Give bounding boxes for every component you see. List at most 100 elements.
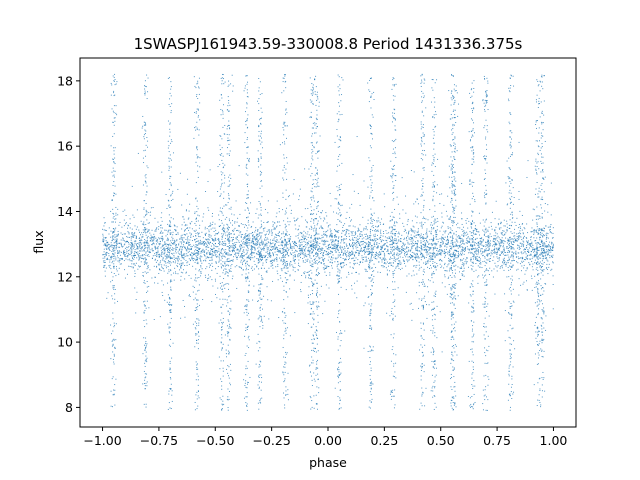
data-point: [544, 283, 546, 285]
data-point: [392, 216, 394, 218]
data-point: [524, 228, 526, 230]
data-point: [396, 246, 398, 248]
data-point: [430, 259, 432, 261]
data-point: [361, 234, 363, 236]
data-point: [102, 254, 104, 256]
data-point: [365, 236, 367, 238]
data-point: [359, 250, 361, 252]
data-point: [551, 232, 553, 234]
data-point: [155, 247, 157, 249]
data-point: [523, 227, 525, 229]
data-point: [422, 270, 424, 272]
data-point: [402, 259, 404, 261]
data-point: [509, 243, 511, 245]
data-point: [117, 260, 119, 262]
data-point: [151, 244, 153, 246]
data-point: [287, 217, 289, 219]
data-point: [399, 269, 401, 271]
data-point: [441, 265, 443, 267]
data-point: [215, 293, 216, 295]
data-point: [329, 235, 331, 237]
data-point: [186, 233, 188, 235]
data-point: [291, 249, 293, 251]
data-point: [186, 242, 188, 244]
data-point: [462, 250, 464, 252]
data-point: [388, 232, 390, 234]
data-point: [526, 267, 528, 269]
data-point: [516, 247, 518, 249]
data-point: [437, 250, 439, 252]
data-point: [331, 251, 333, 253]
data-point: [157, 263, 159, 265]
data-point: [256, 244, 258, 246]
data-point: [454, 272, 456, 274]
data-point: [398, 253, 400, 255]
data-point: [474, 239, 476, 241]
data-point: [307, 302, 309, 304]
data-point: [310, 235, 312, 237]
data-point: [161, 246, 163, 248]
data-point: [426, 317, 428, 319]
data-point: [266, 286, 268, 288]
data-point: [514, 235, 516, 237]
data-point: [365, 242, 367, 244]
data-point: [195, 229, 197, 231]
data-point: [399, 260, 401, 262]
data-point: [500, 251, 502, 253]
data-point: [217, 250, 219, 252]
data-point: [510, 247, 512, 249]
data-point: [184, 229, 186, 231]
data-point: [447, 243, 449, 245]
data-point: [416, 216, 418, 218]
data-point: [526, 250, 528, 252]
data-point: [117, 234, 119, 236]
data-point: [263, 254, 265, 256]
data-point: [206, 252, 208, 254]
data-point: [241, 244, 243, 246]
data-point: [294, 258, 296, 260]
data-point: [364, 256, 366, 258]
data-point: [119, 221, 121, 223]
data-point: [329, 261, 331, 263]
data-point: [276, 247, 278, 249]
data-point: [352, 251, 354, 253]
data-point: [398, 263, 400, 265]
data-point: [111, 236, 113, 238]
data-point: [205, 248, 207, 250]
data-point: [542, 243, 544, 245]
data-point: [401, 251, 403, 253]
data-point: [248, 265, 250, 267]
data-point: [300, 249, 302, 251]
data-point: [156, 253, 158, 255]
data-point: [147, 250, 149, 252]
data-point: [230, 233, 232, 235]
data-point: [335, 251, 337, 253]
data-point: [433, 223, 435, 225]
data-point: [466, 261, 468, 263]
data-point: [550, 249, 552, 251]
data-point: [396, 253, 398, 255]
data-point: [252, 242, 254, 244]
data-point: [543, 251, 545, 253]
data-point: [371, 254, 373, 256]
data-point: [517, 262, 519, 264]
data-point: [384, 206, 386, 208]
data-point: [440, 227, 442, 229]
data-point: [388, 253, 390, 255]
data-point: [161, 253, 163, 255]
data-point: [231, 224, 233, 226]
data-point: [438, 250, 440, 252]
data-point: [180, 263, 182, 265]
data-point: [103, 229, 105, 231]
data-point: [167, 244, 169, 246]
data-point: [472, 248, 474, 250]
data-point: [307, 271, 309, 273]
data-point: [260, 232, 262, 234]
data-point: [104, 261, 106, 263]
data-point: [213, 240, 215, 242]
data-point: [326, 236, 328, 238]
data-point: [226, 231, 228, 233]
data-point: [415, 242, 417, 244]
data-point: [111, 250, 113, 252]
data-point: [494, 237, 496, 239]
